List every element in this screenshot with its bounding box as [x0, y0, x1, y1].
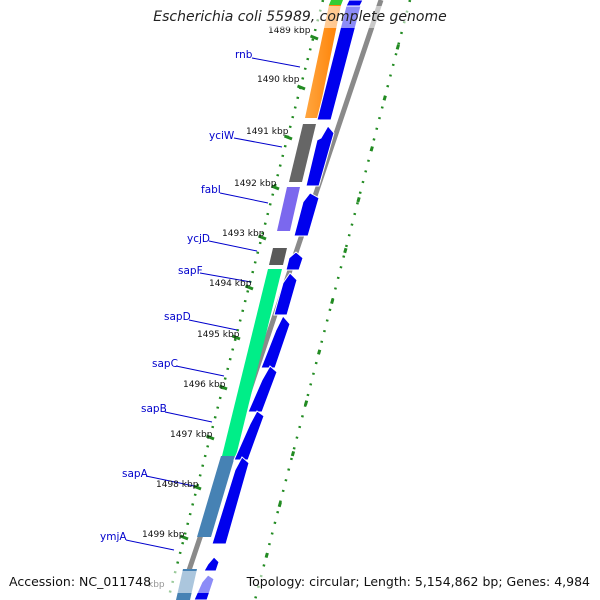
tick-label-1496: 1496 kbp	[183, 380, 226, 390]
cog-block-top-green[interactable]	[329, 0, 343, 5]
gene-label-leaders	[125, 57, 301, 551]
gene-arrow-sapA[interactable]	[211, 456, 250, 545]
gene-label-fabI[interactable]: fabI	[201, 184, 221, 196]
gene-label-sapB[interactable]: sapB	[141, 403, 167, 415]
tick-label-1498: 1498 kbp	[156, 480, 199, 490]
cog-block-ycjD[interactable]	[269, 248, 287, 265]
gene-arrow-ymjA[interactable]	[203, 556, 220, 572]
gene-arrow-sapF[interactable]	[273, 272, 298, 316]
gene-arrow-sapC[interactable]	[247, 365, 278, 413]
tick-label-1490: 1490 kbp	[257, 75, 300, 85]
tick-label-1494: 1494 kbp	[209, 279, 252, 289]
gene-label-sapF[interactable]: sapF	[178, 265, 203, 277]
gene-label-rnb[interactable]: rnb	[235, 49, 253, 61]
gene-arrow-fabI[interactable]	[293, 192, 320, 237]
cog-block-sapA[interactable]	[197, 456, 235, 537]
tick-label-1491: 1491 kbp	[246, 127, 289, 137]
tick-label-1489: 1489 kbp	[268, 26, 311, 36]
footer-backing	[0, 571, 600, 593]
map-title: Escherichia coli 55989, complete genome	[153, 9, 447, 25]
inner-scale-ring	[166, 0, 325, 600]
gene-labels: rnb yciW fabI ycjD sapF sapD sapC sapB s…	[100, 49, 253, 543]
gene-arrow-top[interactable]	[345, 0, 364, 7]
gene-label-ymjA[interactable]: ymjA	[100, 531, 127, 543]
tick-label-1492: 1492 kbp	[234, 179, 277, 189]
gene-arrow-sapB[interactable]	[233, 410, 265, 461]
title-backing	[150, 6, 450, 28]
outer-ring-major-ticks	[264, 44, 400, 559]
cog-block-sap-operon[interactable]	[222, 269, 282, 456]
gene-arrow-sapD[interactable]	[260, 315, 291, 369]
gene-label-sapA[interactable]: sapA	[122, 468, 149, 480]
gene-label-yciW[interactable]: yciW	[209, 130, 235, 142]
tick-label-1497: 1497 kbp	[170, 430, 213, 440]
gene-label-sapD[interactable]: sapD	[164, 311, 191, 323]
gene-arrow-yciW[interactable]	[305, 125, 335, 187]
inner-ring-major-ticks	[179, 34, 319, 541]
cog-block-fabI[interactable]	[277, 187, 300, 231]
gene-arrow-track	[193, 0, 364, 600]
tick-label-1495: 1495 kbp	[197, 330, 240, 340]
cog-feature-track	[176, 0, 343, 600]
gene-arrow-ycjD[interactable]	[285, 251, 304, 271]
accession-text: Accession: NC_011748	[9, 574, 152, 589]
kbp-tick-labels: 1489 kbp 1490 kbp 1491 kbp 1492 kbp 1493…	[142, 26, 311, 590]
gene-label-sapC[interactable]: sapC	[152, 358, 178, 370]
gene-label-ycjD[interactable]: ycjD	[187, 233, 210, 245]
tick-label-1499: 1499 kbp	[142, 530, 185, 540]
genome-summary-text: Topology: circular; Length: 5,154,862 bp…	[246, 574, 590, 589]
cog-block-yciW[interactable]	[289, 124, 316, 182]
cog-block-rnb[interactable]	[305, 5, 341, 118]
tick-label-1493: 1493 kbp	[222, 229, 265, 239]
